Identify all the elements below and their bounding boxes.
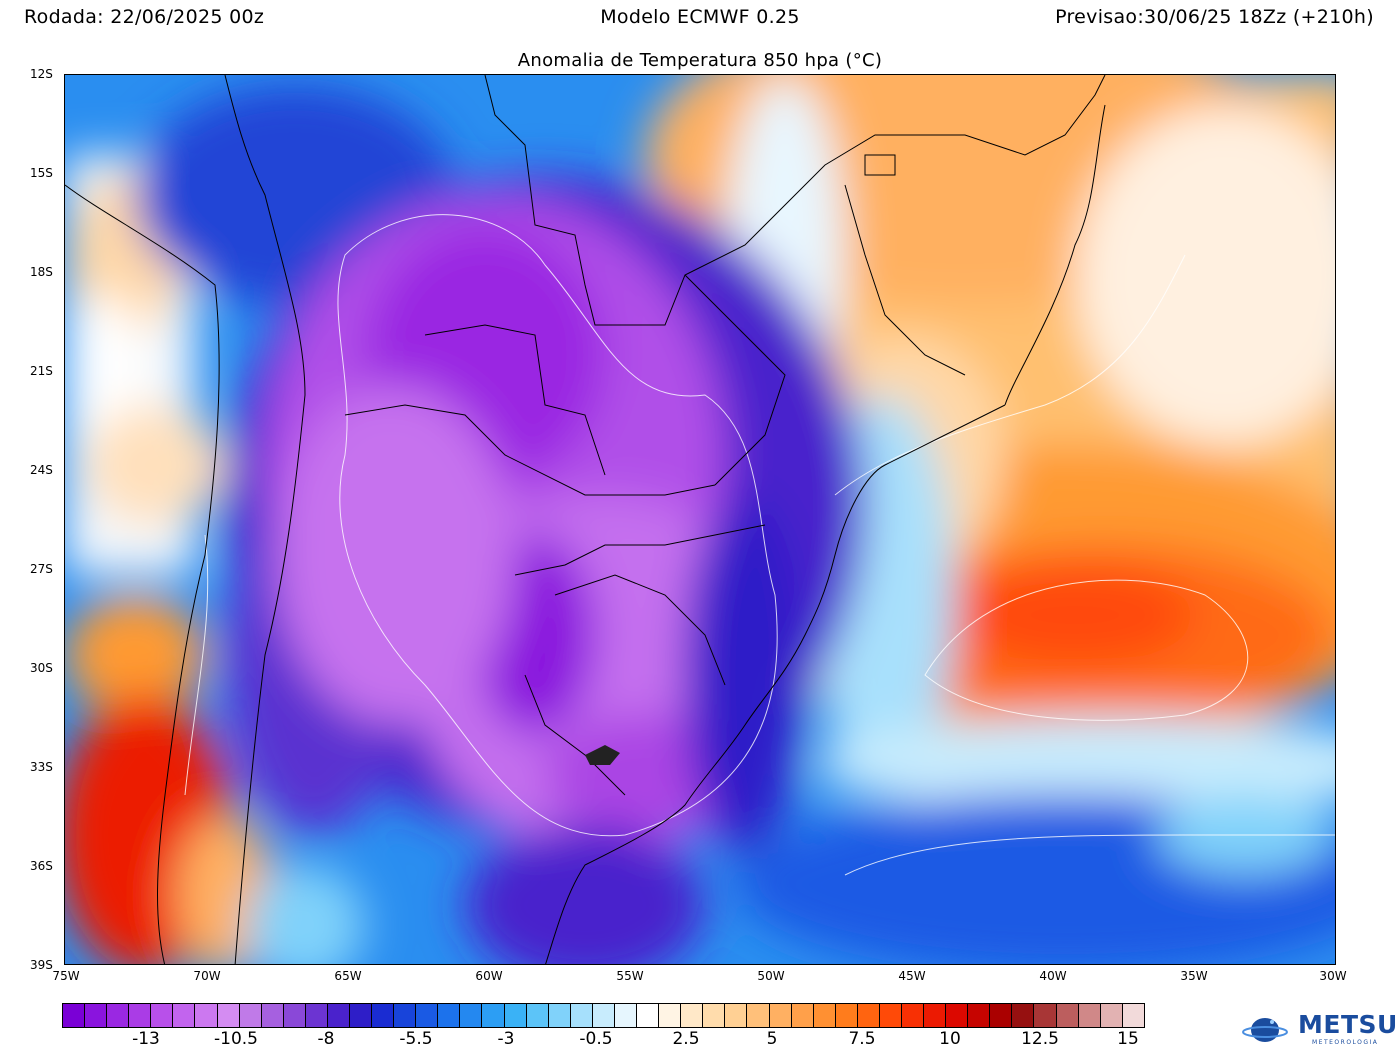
colorbar-label: 12.5 <box>1021 1029 1059 1049</box>
colorbar-cell <box>151 1004 174 1027</box>
lagoon <box>585 745 620 765</box>
color-scale-bar <box>62 1003 1145 1028</box>
colorbar-cell <box>990 1004 1013 1027</box>
coastlines-borders <box>65 75 1106 964</box>
colorbar-cell <box>416 1004 439 1027</box>
logo-subtext: METEOROLOGIA <box>1312 1039 1379 1046</box>
contour-lines <box>184 214 1335 876</box>
lon-label: 65W <box>334 969 362 983</box>
lon-label: 35W <box>1180 969 1208 983</box>
colorbar-cell <box>350 1004 373 1027</box>
lon-label: 75W <box>52 969 80 983</box>
lat-label: 36S <box>30 859 53 873</box>
lat-label: 30S <box>30 661 53 675</box>
colorbar-cell <box>482 1004 505 1027</box>
colorbar-cell <box>261 1004 284 1027</box>
colorbar-cell <box>857 1004 880 1027</box>
colorbar-cell <box>438 1004 461 1027</box>
colorbar-cell <box>592 1004 615 1027</box>
colorbar-cell <box>1100 1004 1123 1027</box>
colorbar-cell <box>703 1004 726 1027</box>
colorbar-cell <box>725 1004 748 1027</box>
colorbar-cell <box>1122 1004 1144 1027</box>
colorbar-label: 7.5 <box>848 1029 876 1049</box>
colorbar-cell <box>813 1004 836 1027</box>
lon-label: 55W <box>616 969 644 983</box>
lat-label: 33S <box>30 760 53 774</box>
colorbar-cell <box>946 1004 969 1027</box>
map-title: Anomalia de Temperatura 850 hpa (°C) <box>517 50 883 71</box>
colorbar-cell <box>239 1004 262 1027</box>
lon-label: 40W <box>1039 969 1067 983</box>
colorbar-cell <box>614 1004 638 1027</box>
colorbar-cell <box>901 1004 925 1027</box>
colorbar-label: 15 <box>1117 1029 1139 1049</box>
lat-label: 12S <box>30 67 53 81</box>
lon-label: 45W <box>898 969 926 983</box>
lon-label: 60W <box>475 969 503 983</box>
lon-label: 70W <box>193 969 221 983</box>
lat-label: 18S <box>30 265 53 279</box>
colorbar-cell <box>769 1004 792 1027</box>
colorbar-cell <box>107 1004 130 1027</box>
colorbar-cell <box>173 1004 196 1027</box>
logo-text: METSUL <box>1298 1010 1400 1039</box>
colorbar-cell <box>924 1004 947 1027</box>
lat-label: 21S <box>30 364 53 378</box>
colorbar-cell <box>195 1004 218 1027</box>
colorbar-cell <box>1034 1004 1057 1027</box>
colorbar-label: 10 <box>939 1029 961 1049</box>
colorbar-cell <box>570 1004 593 1027</box>
colorbar-cell <box>526 1004 549 1027</box>
colorbar-cell <box>835 1004 858 1027</box>
colorbar-cell <box>659 1004 682 1027</box>
metsul-logo: METSUL METEOROLOGIA <box>1232 1008 1400 1048</box>
lon-label: 30W <box>1319 969 1347 983</box>
colorbar-cell <box>460 1004 483 1027</box>
lat-label: 15S <box>30 166 53 180</box>
colorbar-cell <box>548 1004 571 1027</box>
globe-icon <box>1242 1018 1288 1042</box>
colorbar-label: 2.5 <box>672 1029 700 1049</box>
colorbar-cell <box>305 1004 328 1027</box>
lat-label: 24S <box>30 463 53 477</box>
lat-label: 27S <box>30 562 53 576</box>
colorbar-cell <box>1012 1004 1035 1027</box>
colorbar-label: -10.5 <box>214 1029 258 1049</box>
colorbar-cell <box>968 1004 991 1027</box>
colorbar-label: 5 <box>766 1029 778 1049</box>
run-timestamp: Rodada: 22/06/2025 00z <box>24 6 265 28</box>
colorbar-cell <box>63 1004 86 1027</box>
colorbar-label: -5.5 <box>399 1029 433 1049</box>
temperature-anomaly-map[interactable] <box>64 74 1336 965</box>
forecast-valid-time: Previsao:30/06/25 18Zz (+210h) <box>1055 6 1374 28</box>
colorbar-label: -13 <box>132 1029 160 1049</box>
colorbar-cell <box>1056 1004 1079 1027</box>
map-canvas <box>65 75 1335 964</box>
colorbar-cell <box>791 1004 814 1027</box>
model-name: Modelo ECMWF 0.25 <box>600 6 800 28</box>
colorbar-cell <box>747 1004 770 1027</box>
colorbar-label: -8 <box>317 1029 335 1049</box>
colorbar-cell <box>637 1004 660 1027</box>
colorbar-cell <box>879 1004 902 1027</box>
colorbar-cell <box>283 1004 306 1027</box>
colorbar-cell <box>85 1004 108 1027</box>
colorbar-label: -0.5 <box>579 1029 613 1049</box>
colorbar-cell <box>504 1004 527 1027</box>
colorbar-label: -3 <box>497 1029 515 1049</box>
colorbar-cell <box>327 1004 351 1027</box>
colorbar-cell <box>1078 1004 1101 1027</box>
lon-label: 50W <box>757 969 785 983</box>
colorbar-cell <box>217 1004 240 1027</box>
colorbar-cell <box>129 1004 152 1027</box>
colorbar-cell <box>681 1004 704 1027</box>
colorbar-cell <box>372 1004 395 1027</box>
colorbar-cell <box>394 1004 417 1027</box>
lat-label: 39S <box>30 958 53 972</box>
